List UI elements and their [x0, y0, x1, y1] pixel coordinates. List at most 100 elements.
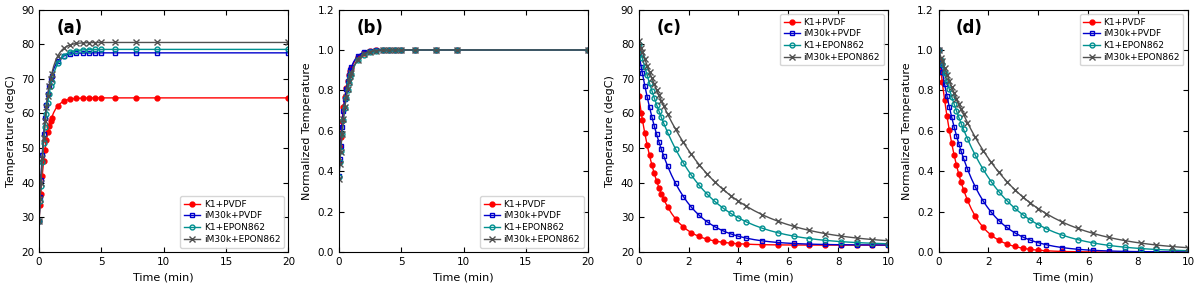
K1+PVDF	[872, 243, 887, 247]
Line: iM30k+PVDF: iM30k+PVDF	[636, 50, 890, 247]
iM30k+PVDF	[931, 48, 946, 52]
Line: K1+PVDF: K1+PVDF	[37, 95, 290, 223]
iM30k+EPON862	[680, 147, 695, 150]
Y-axis label: Normalized Temperature: Normalized Temperature	[901, 62, 912, 200]
K1+PVDF	[731, 242, 745, 245]
K1+PVDF	[931, 48, 946, 52]
iM30k+PVDF	[581, 48, 595, 52]
K1+EPON862	[680, 168, 695, 171]
Line: K1+EPON862: K1+EPON862	[37, 47, 290, 223]
K1+PVDF	[953, 177, 967, 180]
Line: K1+EPON862: K1+EPON862	[936, 48, 1190, 253]
K1+EPON862	[731, 216, 745, 220]
K1+EPON862	[44, 80, 59, 84]
Line: K1+EPON862: K1+EPON862	[636, 42, 890, 246]
K1+EPON862	[86, 48, 101, 51]
K1+PVDF	[1181, 250, 1195, 254]
iM30k+PVDF	[950, 138, 965, 141]
iM30k+PVDF	[1181, 250, 1195, 254]
Line: iM30k+PVDF: iM30k+PVDF	[37, 50, 290, 223]
K1+EPON862	[581, 48, 595, 52]
iM30k+EPON862	[331, 177, 346, 181]
iM30k+EPON862	[337, 105, 352, 109]
iM30k+PVDF	[988, 215, 1002, 218]
iM30k+PVDF	[688, 210, 702, 213]
K1+PVDF	[385, 48, 400, 52]
Legend: K1+PVDF, iM30k+PVDF, K1+EPON862, iM30k+EPON862: K1+PVDF, iM30k+PVDF, K1+EPON862, iM30k+E…	[780, 14, 883, 65]
iM30k+EPON862	[731, 200, 745, 203]
iM30k+EPON862	[38, 120, 53, 123]
Legend: K1+PVDF, iM30k+PVDF, K1+EPON862, iM30k+EPON862: K1+PVDF, iM30k+PVDF, K1+EPON862, iM30k+E…	[1080, 14, 1183, 65]
Line: iM30k+EPON862: iM30k+EPON862	[36, 40, 292, 223]
K1+PVDF	[980, 230, 995, 233]
iM30k+PVDF	[86, 51, 101, 55]
K1+EPON862	[631, 42, 646, 46]
K1+EPON862	[953, 119, 967, 122]
Line: K1+PVDF: K1+PVDF	[336, 48, 590, 164]
Line: K1+EPON862: K1+EPON862	[336, 48, 590, 180]
K1+EPON862	[688, 179, 702, 182]
K1+PVDF	[32, 219, 47, 223]
iM30k+PVDF	[650, 137, 665, 140]
K1+EPON862	[1172, 249, 1187, 252]
K1+PVDF	[653, 189, 667, 193]
iM30k+EPON862	[32, 219, 47, 223]
iM30k+EPON862	[385, 48, 400, 52]
iM30k+EPON862	[143, 41, 157, 44]
K1+EPON862	[32, 219, 47, 223]
X-axis label: Time (min): Time (min)	[1033, 272, 1093, 283]
Y-axis label: Normalized Temperature: Normalized Temperature	[302, 62, 312, 200]
K1+EPON862	[881, 242, 895, 245]
Line: K1+PVDF: K1+PVDF	[636, 94, 890, 247]
iM30k+EPON862	[980, 155, 995, 158]
iM30k+PVDF	[953, 146, 967, 149]
K1+PVDF	[143, 96, 157, 100]
Line: iM30k+PVDF: iM30k+PVDF	[936, 48, 1190, 254]
K1+PVDF	[38, 148, 53, 151]
iM30k+EPON862	[931, 48, 946, 52]
K1+EPON862	[653, 113, 667, 116]
iM30k+PVDF	[38, 116, 53, 120]
K1+EPON862	[931, 48, 946, 52]
K1+PVDF	[650, 183, 665, 186]
iM30k+EPON862	[335, 127, 349, 130]
K1+EPON862	[344, 72, 359, 76]
X-axis label: Time (min): Time (min)	[433, 272, 494, 283]
K1+PVDF	[688, 233, 702, 236]
iM30k+EPON862	[953, 105, 967, 109]
K1+EPON862	[335, 127, 349, 130]
iM30k+PVDF	[680, 200, 695, 204]
Y-axis label: Temperature (degC): Temperature (degC)	[6, 75, 16, 187]
K1+PVDF	[1031, 249, 1045, 252]
iM30k+PVDF	[881, 243, 895, 247]
X-axis label: Time (min): Time (min)	[733, 272, 793, 283]
Legend: K1+PVDF, iM30k+PVDF, K1+EPON862, iM30k+EPON862: K1+PVDF, iM30k+PVDF, K1+EPON862, iM30k+E…	[480, 196, 583, 247]
iM30k+EPON862	[1031, 207, 1045, 210]
K1+EPON862	[1031, 223, 1045, 226]
iM30k+EPON862	[281, 41, 295, 44]
K1+PVDF	[988, 236, 1002, 240]
iM30k+EPON862	[443, 48, 457, 52]
iM30k+PVDF	[337, 97, 352, 101]
iM30k+EPON862	[44, 73, 59, 76]
K1+PVDF	[631, 94, 646, 98]
iM30k+EPON862	[988, 166, 1002, 169]
iM30k+EPON862	[688, 158, 702, 161]
K1+PVDF	[43, 119, 58, 122]
K1+PVDF	[581, 48, 595, 52]
K1+EPON862	[143, 48, 157, 51]
iM30k+PVDF	[631, 51, 646, 55]
K1+EPON862	[337, 106, 352, 109]
K1+PVDF	[36, 169, 50, 173]
K1+PVDF	[44, 116, 59, 120]
iM30k+EPON862	[1172, 245, 1187, 249]
K1+PVDF	[680, 228, 695, 232]
iM30k+EPON862	[344, 71, 359, 75]
iM30k+EPON862	[1181, 246, 1195, 249]
iM30k+EPON862	[43, 77, 58, 80]
iM30k+EPON862	[631, 39, 646, 42]
iM30k+PVDF	[36, 146, 50, 149]
iM30k+EPON862	[581, 48, 595, 52]
iM30k+PVDF	[44, 74, 59, 77]
iM30k+EPON862	[950, 100, 965, 103]
